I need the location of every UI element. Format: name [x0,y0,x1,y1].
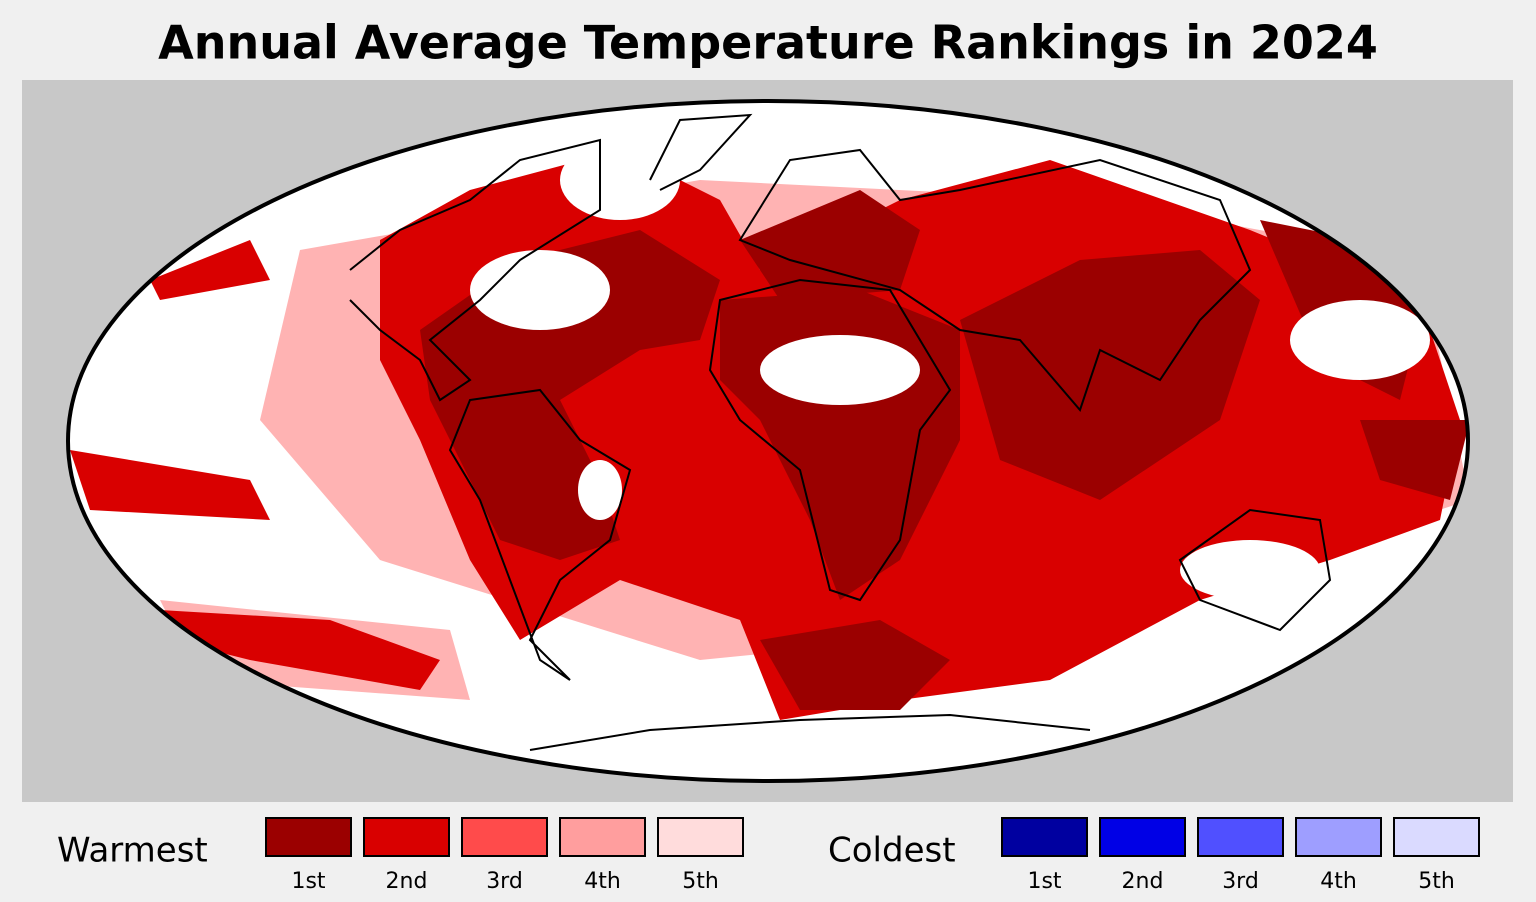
legend-item-label: 3rd [1222,869,1259,894]
legend-item-label: 1st [1027,869,1061,894]
legend-swatch [461,817,548,857]
legend-swatch [1393,817,1480,857]
legend-swatch [559,817,646,857]
legend-item-label: 2nd [1122,869,1164,894]
legend-swatch [1001,817,1088,857]
legend-swatch [1099,817,1186,857]
legend-swatch [657,817,744,857]
globe-outline [66,99,1470,783]
legend-item-label: 1st [291,869,325,894]
legend-swatch [265,817,352,857]
legend-item-label: 4th [584,869,621,894]
legend-swatch [363,817,450,857]
legend-item-label: 5th [1418,869,1455,894]
map-area [68,101,1468,781]
legend-group-label: Coldest [828,831,956,871]
legend-swatch [1197,817,1284,857]
legend-item-label: 5th [682,869,719,894]
coastlines [349,113,1332,751]
map-title: Annual Average Temperature Rankings in 2… [158,16,1378,70]
legend-item-label: 2nd [386,869,428,894]
legend-swatch [1295,817,1382,857]
legend-item-label: 3rd [486,869,523,894]
legend-group-label: Warmest [57,831,208,871]
unranked-regions [470,140,1430,600]
legend: Warmest 1st 2nd 3rd 4th 5th Coldest 1st 2nd 3rd 4t… [57,817,1480,894]
legend-item-label: 4th [1320,869,1357,894]
